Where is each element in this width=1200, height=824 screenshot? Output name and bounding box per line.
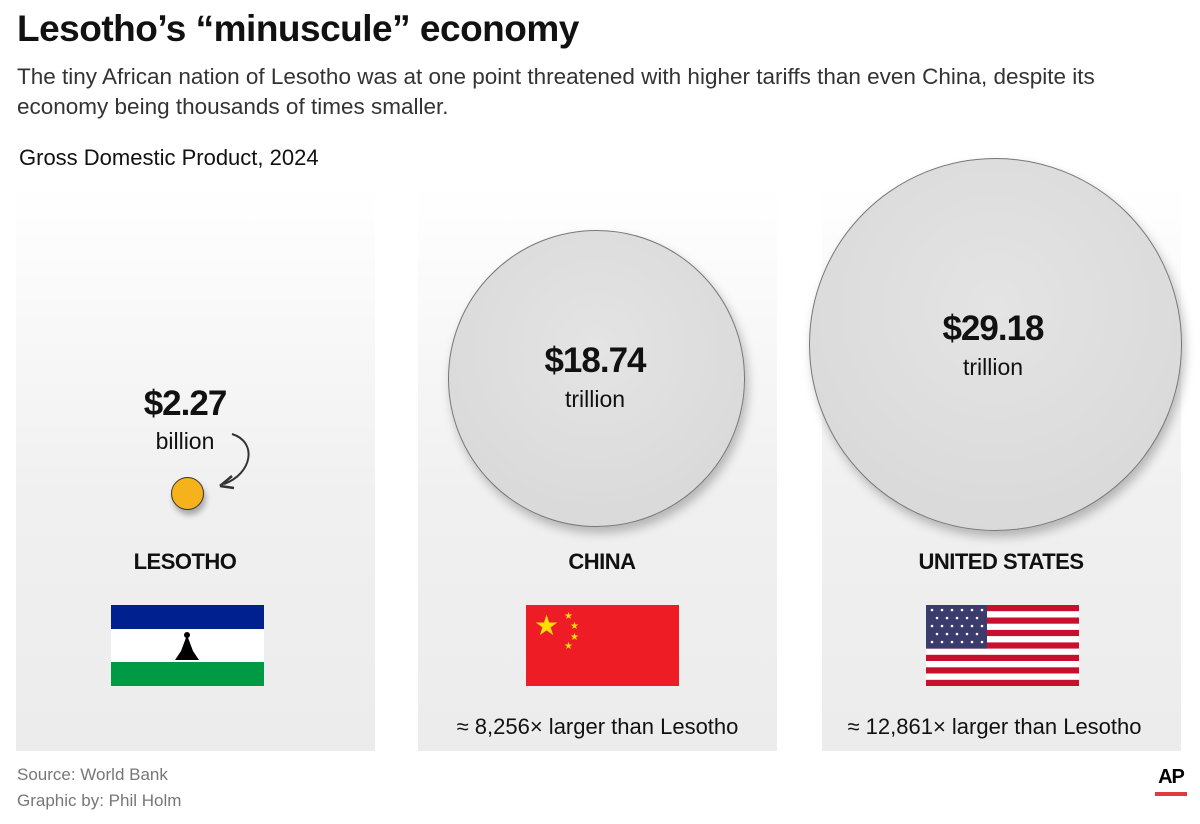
comparison-united-states: ≈ 12,861× larger than Lesotho	[847, 714, 1142, 739]
us-flag-icon	[926, 605, 1079, 686]
svg-text:★: ★	[564, 611, 573, 622]
ap-logo-text: AP	[1158, 766, 1185, 788]
value-label-lesotho: $2.27	[143, 384, 228, 423]
subtitle: The tiny African nation of Lesotho was a…	[17, 64, 1095, 119]
page-title: Lesotho’s “minuscule” economy	[17, 8, 579, 49]
china-flag-icon: ★ ★★★★	[526, 605, 679, 686]
arrow-icon	[219, 433, 250, 490]
bubble-lesotho	[171, 477, 204, 510]
country-name-lesotho: LESOTHO	[133, 549, 237, 574]
unit-label-lesotho: billion	[155, 428, 215, 454]
ap-logo: AP	[1155, 766, 1187, 796]
credit-note: Graphic by: Phil Holm	[17, 791, 182, 810]
bubble-china	[448, 230, 745, 527]
source-note: Source: World Bank	[17, 765, 168, 784]
value-label-united-states: $29.18	[942, 309, 1044, 348]
chart-title: Gross Domestic Product, 2024	[19, 145, 319, 170]
lesotho-flag-icon	[111, 605, 264, 686]
ap-logo-underline	[1155, 792, 1187, 796]
value-label-china: $18.74	[544, 341, 646, 380]
svg-text:★: ★	[570, 632, 579, 643]
svg-text:★: ★	[564, 641, 573, 652]
unit-label-china: trillion	[564, 386, 626, 412]
bubble-united-states	[809, 158, 1182, 531]
unit-label-united-states: trillion	[962, 354, 1024, 380]
svg-text:★: ★	[534, 609, 559, 642]
country-name-united-states: UNITED STATES	[918, 549, 1084, 574]
comparison-china: ≈ 8,256× larger than Lesotho	[456, 714, 739, 739]
svg-text:★: ★	[570, 621, 579, 632]
country-name-china: CHINA	[568, 549, 636, 574]
